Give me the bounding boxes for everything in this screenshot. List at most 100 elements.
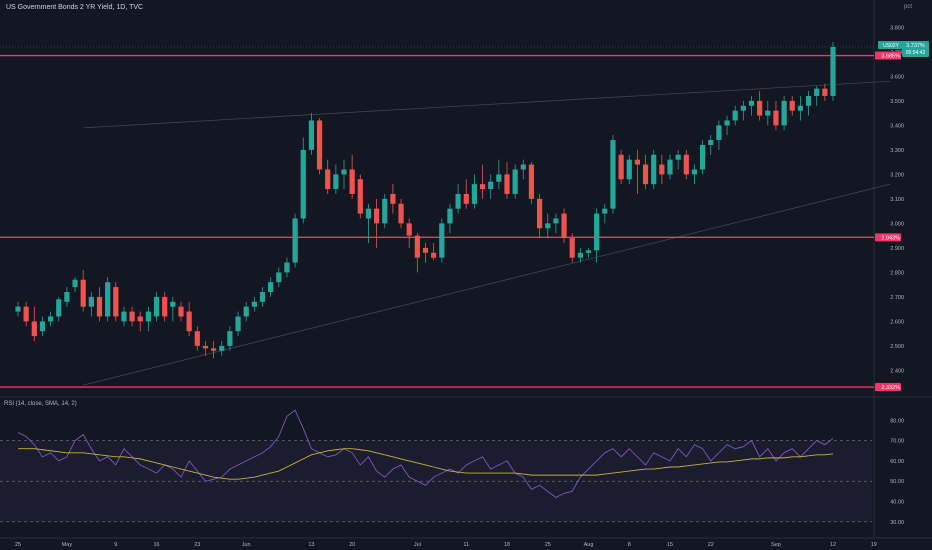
candle-body — [48, 316, 54, 322]
rsi-tick-label: 60.00 — [890, 459, 904, 465]
price-tick-label: 3.600 — [890, 74, 904, 80]
countdown-label: 05:54:42 — [906, 50, 926, 56]
candle-body — [594, 213, 600, 251]
candle-body — [153, 296, 160, 317]
price-tick-label: 3.300 — [890, 148, 904, 154]
candle-body — [724, 120, 730, 126]
candle-body — [545, 223, 551, 229]
candle-body — [374, 208, 380, 224]
candle-body — [577, 252, 583, 258]
level-price-tag — [875, 233, 901, 242]
candle-body — [39, 321, 46, 332]
candle-body — [520, 164, 526, 170]
candle-body — [186, 311, 192, 332]
candle-body — [512, 169, 518, 194]
candle-body — [683, 154, 689, 175]
candle-body — [528, 164, 535, 199]
time-tick-label: 22 — [708, 542, 714, 548]
time-tick-label: 20 — [349, 542, 355, 548]
candle-body — [96, 296, 103, 317]
candle-body — [610, 140, 616, 209]
candle-body — [72, 279, 78, 288]
candle-body — [113, 287, 119, 317]
candle-body — [455, 193, 461, 209]
candle-body — [300, 149, 306, 219]
candle-body — [830, 46, 836, 96]
level-price-tag — [875, 383, 901, 392]
price-tick-label: 2.700 — [890, 295, 904, 301]
candle-body — [479, 184, 486, 190]
candle-body — [659, 164, 665, 175]
candle-body — [537, 198, 543, 229]
candle-body — [162, 296, 168, 317]
candle-body — [170, 301, 176, 307]
candle-body — [211, 348, 217, 351]
candle-body — [422, 247, 429, 253]
price-tick-label: 3.100 — [890, 197, 904, 203]
rsi-indicator-label[interactable]: RSI (14, close, SMA, 14, 2) — [4, 401, 77, 407]
candle-body — [194, 331, 200, 346]
candle-body — [284, 262, 290, 273]
level-price-tag — [875, 51, 901, 60]
rsi-band — [0, 440, 872, 522]
candle-body — [56, 299, 62, 317]
time-tick-label: 9 — [114, 542, 117, 548]
candle-body — [325, 169, 331, 190]
candle-body — [789, 100, 795, 111]
candle-body — [757, 100, 763, 116]
time-tick-label: Sep — [771, 542, 781, 548]
candle-body — [178, 306, 184, 317]
candle-body — [202, 345, 209, 349]
candle-body — [765, 110, 771, 116]
candle-body — [292, 218, 298, 263]
rsi-tick-label: 70.00 — [890, 439, 904, 445]
trend-line — [83, 183, 891, 386]
time-tick-label: 8 — [628, 542, 631, 548]
candle-body — [740, 105, 746, 111]
candle-body — [569, 238, 575, 258]
candle-body — [504, 174, 510, 194]
time-tick-label: May — [62, 542, 73, 548]
candle-body — [708, 140, 714, 145]
price-tick-label: 3.400 — [890, 123, 904, 129]
price-tick-label: 2.400 — [890, 368, 904, 374]
candle-body — [561, 213, 567, 239]
last-price-tag — [902, 40, 929, 57]
time-tick-label: 23 — [194, 542, 200, 548]
candle-body — [137, 316, 143, 322]
symbol-tag — [878, 40, 904, 49]
time-tick-label: 25 — [15, 542, 21, 548]
candle-body — [447, 208, 453, 224]
price-tick-label: 2.500 — [890, 344, 904, 350]
candle-body — [732, 110, 738, 121]
candle-body — [316, 120, 323, 170]
candle-body — [365, 208, 372, 219]
last-price-label: 3.737% — [906, 43, 925, 49]
candle-body — [496, 174, 502, 182]
candle-body — [64, 291, 70, 302]
time-tick-label: 16 — [153, 542, 159, 548]
candle-body — [431, 252, 437, 258]
candle-body — [667, 159, 673, 175]
candle-body — [797, 105, 803, 111]
candle-body — [235, 316, 241, 332]
trend-line — [83, 80, 891, 129]
candle-body — [716, 125, 722, 141]
candle-body — [691, 169, 698, 175]
candle-body — [463, 193, 469, 204]
time-tick-label: 11 — [463, 542, 469, 548]
level-price-label: 3.685% — [881, 54, 900, 60]
time-tick-label: 25 — [545, 542, 551, 548]
rsi-tick-label: 40.00 — [890, 500, 904, 506]
candle-body — [675, 154, 681, 160]
time-tick-label: 12 — [830, 542, 836, 548]
time-tick-label: 15 — [667, 542, 673, 548]
level-price-label: 2.332% — [881, 385, 900, 391]
candle-body — [357, 179, 363, 214]
candle-body — [642, 164, 649, 185]
candle-body — [105, 282, 111, 317]
candle-body — [700, 144, 706, 170]
price-tick-label: 2.800 — [890, 270, 904, 276]
candle-body — [259, 291, 266, 302]
